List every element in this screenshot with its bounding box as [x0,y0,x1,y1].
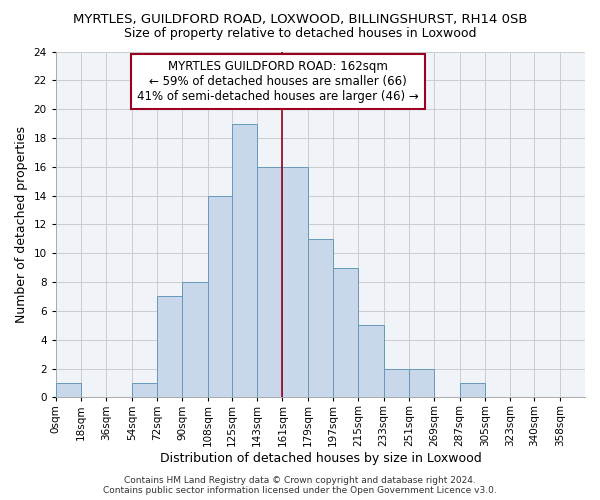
Bar [358,326,384,398]
Bar [460,383,485,398]
Y-axis label: Number of detached properties: Number of detached properties [15,126,28,323]
Bar [208,196,232,398]
Bar [333,268,358,398]
Bar [157,296,182,398]
Bar [308,239,333,398]
Bar [56,383,81,398]
Bar [409,368,434,398]
Text: MYRTLES GUILDFORD ROAD: 162sqm
← 59% of detached houses are smaller (66)
41% of : MYRTLES GUILDFORD ROAD: 162sqm ← 59% of … [137,60,419,103]
Text: MYRTLES, GUILDFORD ROAD, LOXWOOD, BILLINGSHURST, RH14 0SB: MYRTLES, GUILDFORD ROAD, LOXWOOD, BILLIN… [73,12,527,26]
X-axis label: Distribution of detached houses by size in Loxwood: Distribution of detached houses by size … [160,452,481,465]
Text: Contains HM Land Registry data © Crown copyright and database right 2024.
Contai: Contains HM Land Registry data © Crown c… [103,476,497,495]
Bar [257,167,283,398]
Bar [232,124,257,398]
Bar [182,282,208,398]
Bar [132,383,157,398]
Bar [283,167,308,398]
Bar [384,368,409,398]
Text: Size of property relative to detached houses in Loxwood: Size of property relative to detached ho… [124,28,476,40]
